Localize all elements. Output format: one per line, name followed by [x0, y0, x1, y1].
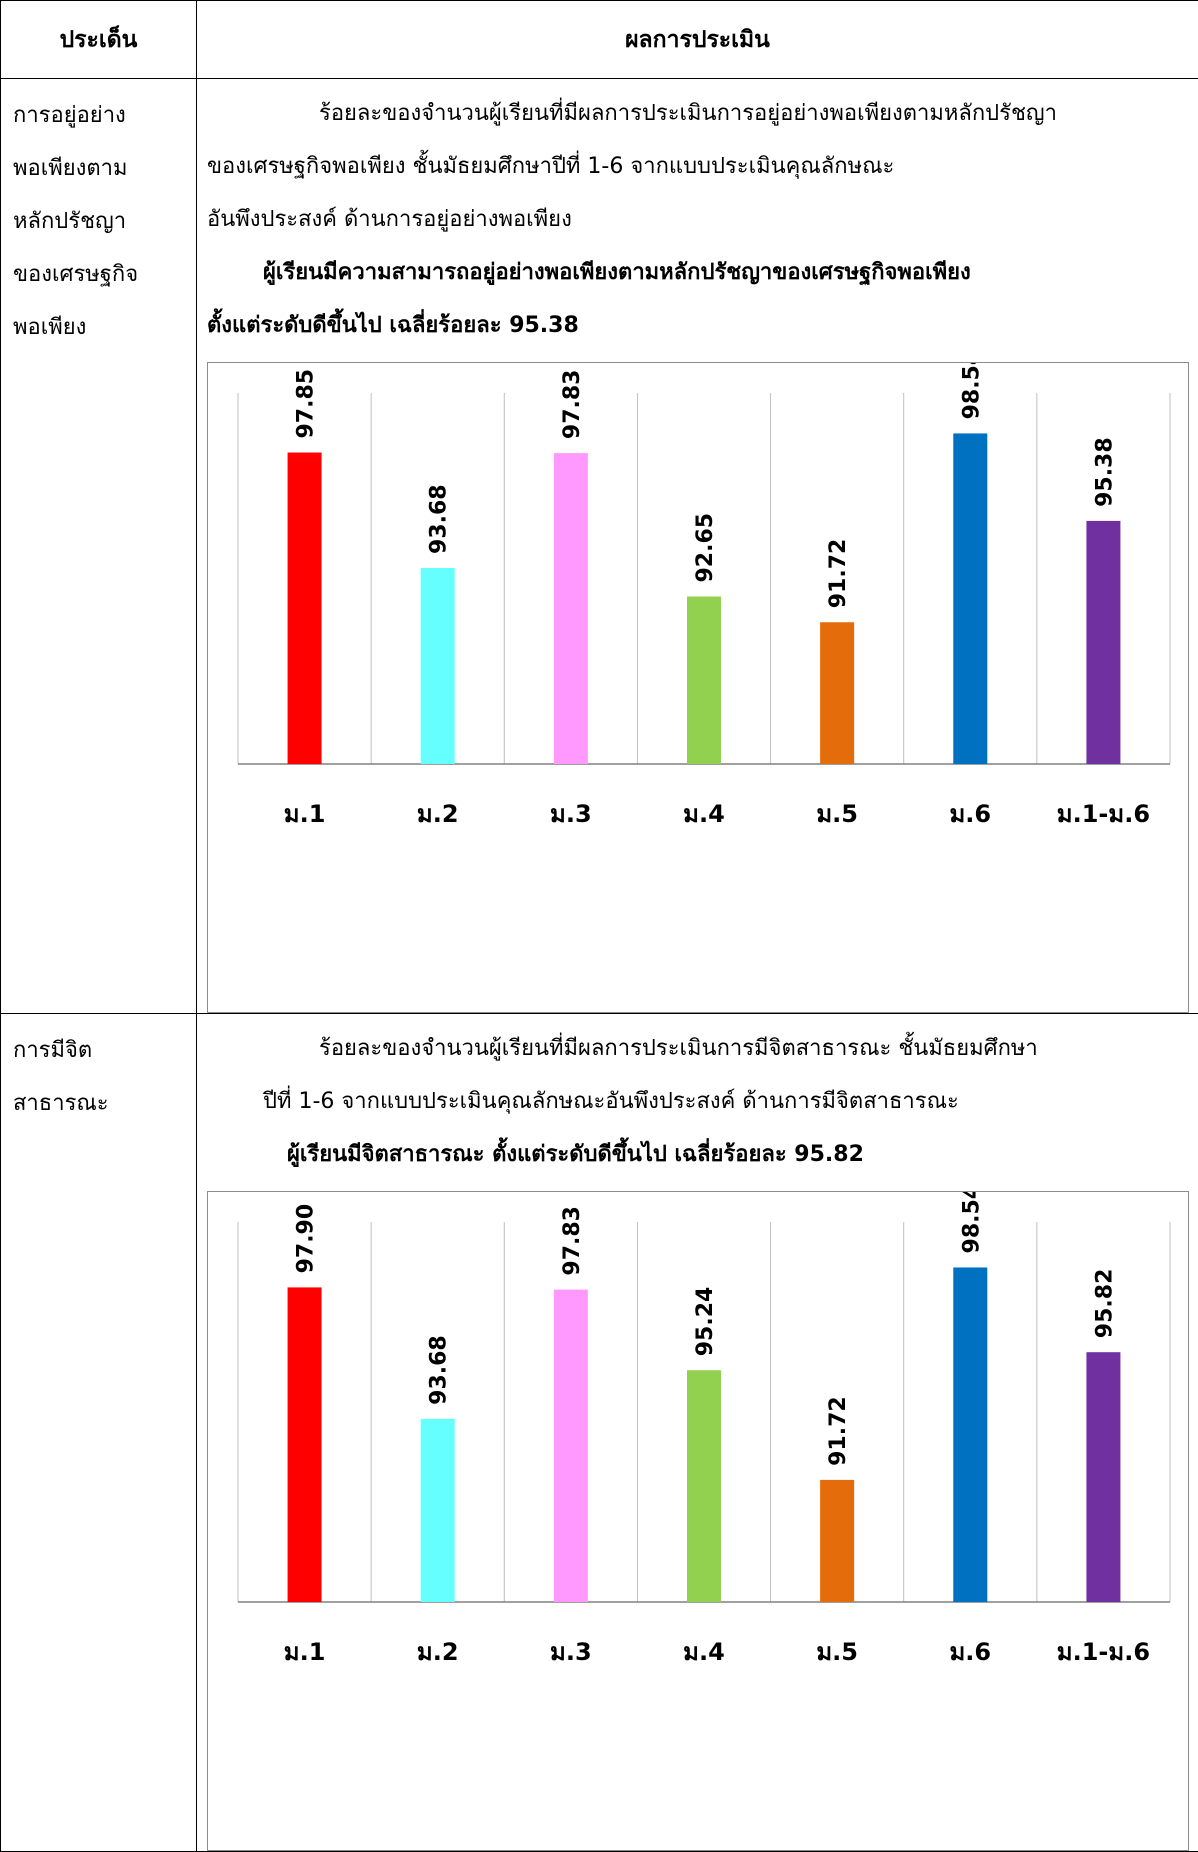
- summary-line: ตั้งแต่ระดับดีขึ้นไป เฉลี่ยร้อยละ 95.38: [207, 299, 1188, 352]
- bar-chart-frame: 97.85 ม.1 93.68 ม.2 97.83 ม.3 92.65 ม.4 91.72 ม.5…: [207, 362, 1189, 1013]
- header-row: ประเด็น ผลการประเมิน: [1, 1, 1198, 79]
- data-label: 97.83: [560, 1206, 585, 1276]
- x-tick-label: ม.2: [417, 1638, 459, 1666]
- bar: [554, 1290, 588, 1602]
- topic-line: พอเพียง: [13, 301, 196, 354]
- x-tick-label: ม.4: [683, 800, 725, 828]
- topic-line: พอเพียงตาม: [13, 142, 196, 195]
- data-label: 95.38: [1092, 437, 1117, 507]
- header-topic: ประเด็น: [1, 1, 197, 79]
- paragraph-line: ของเศรษฐกิจพอเพียง ชั้นมัธยมศึกษาปีที่ 1…: [207, 140, 1188, 193]
- topic-line: ของเศรษฐกิจ: [13, 248, 196, 301]
- paragraph-line: ร้อยละของจำนวนผู้เรียนที่มีผลการประเมินก…: [207, 1022, 1188, 1075]
- summary-line: ผู้เรียนมีจิตสาธารณะ ตั้งแต่ระดับดีขึ้นไ…: [207, 1128, 1188, 1181]
- description-paragraph: ร้อยละของจำนวนผู้เรียนที่มีผลการประเมินก…: [207, 1022, 1188, 1128]
- x-tick-label: ม.5: [816, 1638, 858, 1666]
- paragraph-line: ปีที่ 1-6 จากแบบประเมินคุณลักษณะอันพึงปร…: [207, 1075, 1188, 1128]
- x-tick-label: ม.3: [550, 1638, 592, 1666]
- data-label: 93.68: [427, 484, 452, 554]
- x-tick-label: ม.1-ม.6: [1057, 800, 1150, 828]
- summary-text: ผู้เรียนมีจิตสาธารณะ ตั้งแต่ระดับดีขึ้นไ…: [207, 1128, 1188, 1181]
- data-label: 91.72: [826, 1396, 851, 1466]
- x-tick-label: ม.1: [284, 800, 326, 828]
- data-label: 91.72: [826, 539, 851, 609]
- bar: [288, 1287, 322, 1602]
- bar-chart: 97.85 ม.1 93.68 ม.2 97.83 ม.3 92.65 ม.4 91.72 ม.5…: [208, 363, 1188, 1012]
- bar: [421, 568, 455, 764]
- description-paragraph: ร้อยละของจำนวนผู้เรียนที่มีผลการประเมินก…: [207, 87, 1188, 246]
- bar: [288, 453, 322, 764]
- paragraph-line: อันพึงประสงค์ ด้านการอยู่อย่างพอเพียง: [207, 193, 1188, 246]
- topic-cell: การมีจิต สาธารณะ: [1, 1014, 197, 1852]
- x-tick-label: ม.5: [816, 800, 858, 828]
- bar: [820, 1480, 854, 1602]
- summary-text: ผู้เรียนมีความสามารถอยู่อย่างพอเพียงตามห…: [207, 246, 1188, 352]
- topic-line: หลักปรัชญา: [13, 195, 196, 248]
- bar-chart-frame: 97.90 ม.1 93.68 ม.2 97.83 ม.3 95.24 ม.4 91.72 ม.5…: [207, 1191, 1189, 1851]
- result-cell: ร้อยละของจำนวนผู้เรียนที่มีผลการประเมินก…: [197, 1014, 1198, 1852]
- x-tick-label: ม.2: [417, 800, 459, 828]
- bar-chart: 97.90 ม.1 93.68 ม.2 97.83 ม.3 95.24 ม.4 91.72 ม.5…: [208, 1192, 1188, 1850]
- bar: [1086, 1352, 1120, 1602]
- topic-line: การอยู่อย่าง: [13, 89, 196, 142]
- table-row: การอยู่อย่าง พอเพียงตาม หลักปรัชญา ของเศ…: [1, 79, 1198, 1014]
- summary-line: ผู้เรียนมีความสามารถอยู่อย่างพอเพียงตามห…: [207, 246, 1188, 299]
- x-tick-label: ม.6: [949, 1638, 991, 1666]
- bar: [953, 433, 987, 764]
- topic-line: การมีจิต: [13, 1024, 196, 1077]
- data-label: 97.85: [294, 369, 319, 439]
- bar: [687, 1370, 721, 1602]
- data-label: 97.83: [560, 369, 585, 439]
- bar: [1086, 521, 1120, 764]
- bar: [421, 1419, 455, 1602]
- data-label: 92.65: [693, 513, 718, 583]
- bar: [687, 596, 721, 764]
- data-label: 93.68: [427, 1335, 452, 1405]
- x-tick-label: ม.4: [683, 1638, 725, 1666]
- bar: [554, 453, 588, 764]
- x-tick-label: ม.3: [550, 800, 592, 828]
- bar: [953, 1267, 987, 1602]
- result-cell: ร้อยละของจำนวนผู้เรียนที่มีผลการประเมินก…: [197, 79, 1198, 1014]
- x-tick-label: ม.1-ม.6: [1057, 1638, 1150, 1666]
- data-label: 95.82: [1092, 1269, 1117, 1339]
- data-label: 95.24: [693, 1287, 718, 1357]
- topic-line: สาธารณะ: [13, 1077, 196, 1130]
- bar: [820, 622, 854, 764]
- data-label: 98.54: [959, 1192, 984, 1253]
- x-tick-label: ม.6: [949, 800, 991, 828]
- x-tick-label: ม.1: [284, 1638, 326, 1666]
- paragraph-line: ร้อยละของจำนวนผู้เรียนที่มีผลการประเมินก…: [207, 87, 1188, 140]
- data-label: 97.90: [294, 1204, 319, 1274]
- topic-cell: การอยู่อย่าง พอเพียงตาม หลักปรัชญา ของเศ…: [1, 79, 197, 1014]
- table-row: การมีจิต สาธารณะ ร้อยละของจำนวนผู้เรียนท…: [1, 1014, 1198, 1852]
- data-label: 98.54: [959, 363, 984, 419]
- header-result: ผลการประเมิน: [197, 1, 1198, 79]
